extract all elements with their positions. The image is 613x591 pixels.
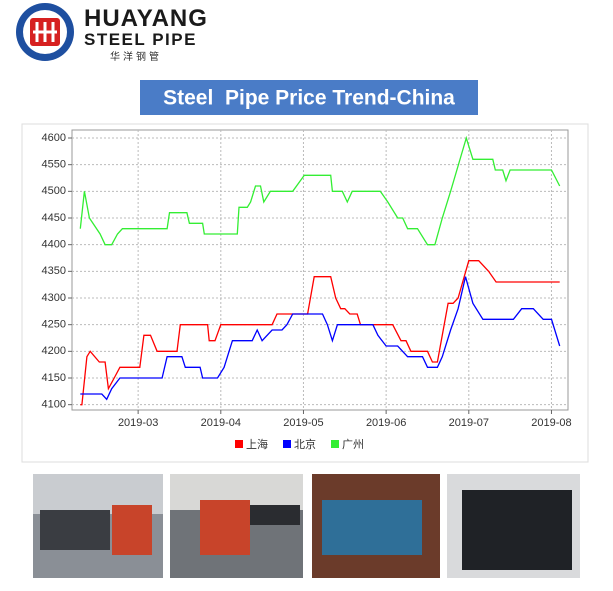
photo-pipes [250,505,300,525]
photo-pipes [322,500,422,555]
photos [33,474,580,578]
y-tick-label: 4550 [42,159,66,171]
photo-pipes [462,490,572,570]
legend-label: 上海 [246,437,268,451]
grid [72,130,568,410]
legend-label: 北京 [294,437,316,451]
y-tick-label: 4350 [42,265,66,277]
brand-subtitle: STEEL PIPE [84,30,197,49]
brand: HUAYANG [84,5,208,32]
title-banner [140,80,478,115]
x-tick-label: 2019-05 [283,417,323,429]
legend: 上海 北京 广州 [235,437,364,451]
chart-title: Steel Pipe Price Trend-China [163,87,455,110]
logo [16,3,74,61]
logo-glyph [33,22,57,42]
y-tick-label: 4400 [42,239,66,251]
y-tick-label: 4600 [42,132,66,144]
lines [79,135,561,406]
axes: 4100 4150 4200 4250 4300 4350 4400 4450 4500 4550… [42,132,572,429]
series-line [80,260,560,406]
photo-forklift [112,505,152,555]
y-tick-label: 4150 [42,372,66,384]
x-tick-label: 2019-08 [531,417,571,429]
plot-area [71,129,569,411]
brand-chinese: 华洋钢管 [110,50,162,63]
y-tick-label: 4300 [42,292,66,304]
legend-swatch [283,440,291,448]
legend-label: 广州 [342,438,364,451]
series-line [79,135,561,246]
y-tick-label: 4450 [42,212,66,224]
photo-pipes [40,510,110,550]
x-tick-label: 2019-04 [201,417,241,429]
series-line [80,276,561,401]
y-tick-label: 4250 [42,319,66,331]
legend-swatch [331,440,339,448]
y-tick-label: 4100 [42,399,66,411]
x-tick-label: 2019-03 [118,417,158,429]
photo-forklift [200,500,250,555]
y-tick-label: 4500 [42,185,66,197]
legend-swatch [235,440,243,448]
y-tick-label: 4200 [42,345,66,357]
x-tick-label: 2019-06 [366,417,406,429]
x-tick-label: 2019-07 [449,417,489,429]
